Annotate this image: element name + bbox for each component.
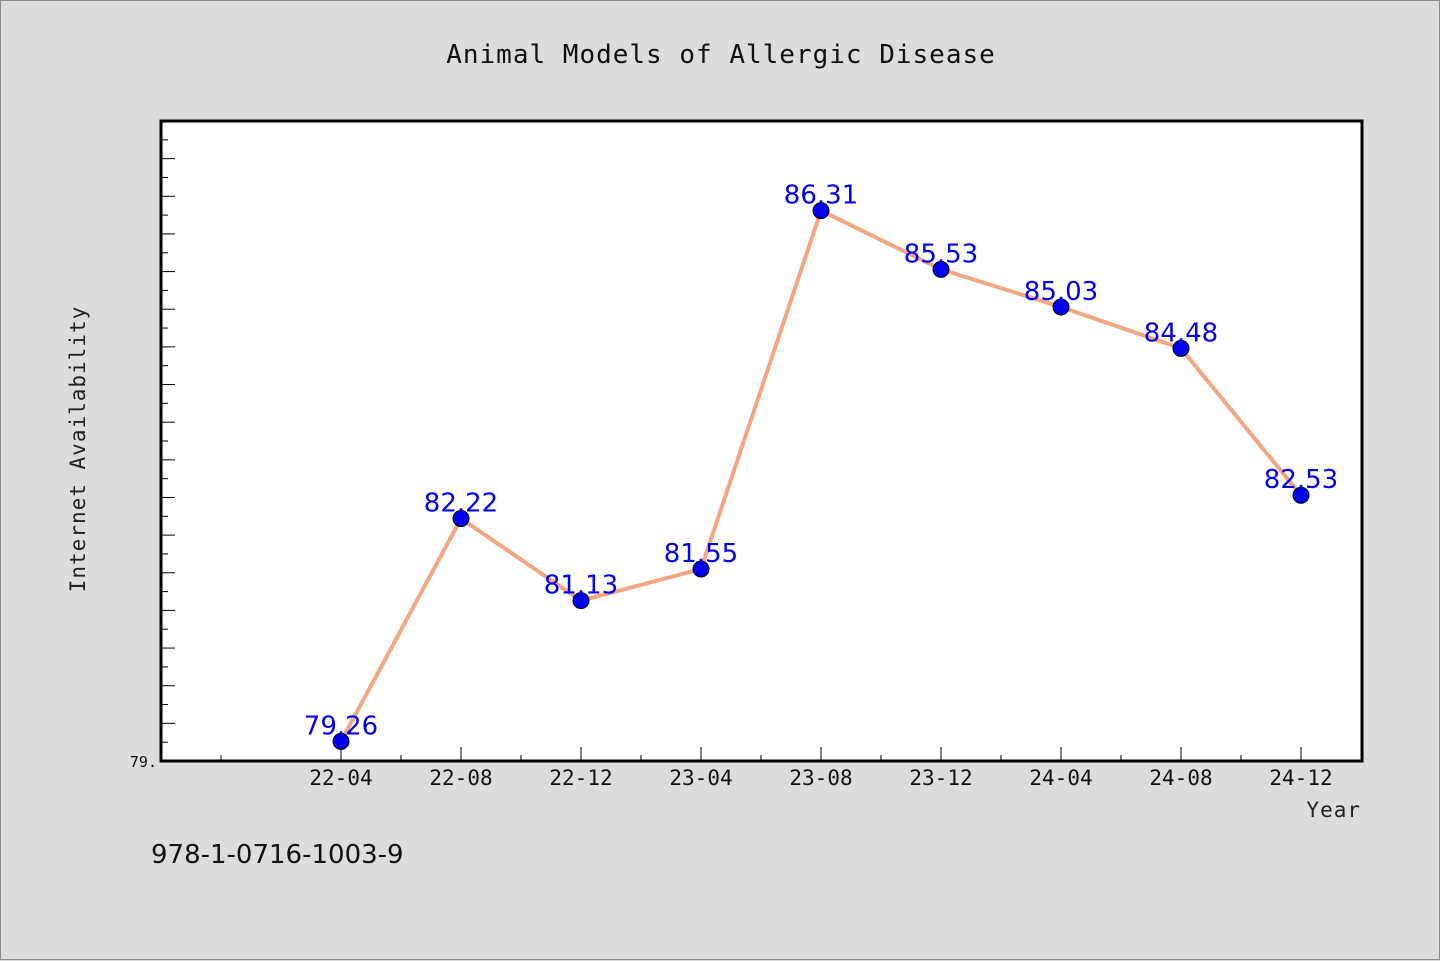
data-point: [572, 592, 590, 610]
chart-title: Animal Models of Allergic Disease: [446, 40, 996, 70]
data-label: 84.48: [1144, 318, 1218, 348]
data-label: 82.22: [424, 489, 498, 519]
y-axis-min-label: 79.: [130, 753, 157, 771]
data-point: [332, 732, 350, 750]
series-markers: [332, 202, 1310, 750]
data-point: [1292, 486, 1310, 504]
x-tick-label: 23-04: [669, 766, 732, 790]
data-label: 86.31: [784, 181, 858, 211]
data-point: [452, 510, 470, 528]
x-tick-label: 23-08: [789, 766, 852, 790]
x-tick-label: 23-12: [909, 766, 972, 790]
data-label: 81.13: [544, 571, 618, 601]
x-tick-label: 24-12: [1269, 766, 1332, 790]
data-label: 81.55: [664, 539, 738, 569]
data-point: [932, 260, 950, 278]
data-point: [1172, 339, 1190, 357]
x-tick-label: 24-08: [1149, 766, 1212, 790]
y-axis-label: Internet Availability: [66, 306, 90, 593]
x-tick-label: 24-04: [1029, 766, 1092, 790]
data-point: [692, 560, 710, 578]
data-point: [812, 202, 830, 220]
x-axis-label: Year: [1306, 798, 1361, 822]
data-label: 82.53: [1264, 465, 1338, 495]
x-axis-tick-labels: 22-04 22-08 22-12 23-04 23-08 23-12 24-04 24-08…: [309, 766, 1332, 790]
data-labels: 79.26 82.22 81.13 81.55 86.31 85.53 85.03 84.48…: [304, 181, 1338, 742]
x-tick-label: 22-04: [309, 766, 372, 790]
plot-area: [159, 119, 1364, 763]
x-tick-label: 22-08: [429, 766, 492, 790]
y-axis-ticks: [161, 139, 175, 743]
data-point: [1052, 298, 1070, 316]
isbn-footer: 978-1-0716-1003-9: [151, 840, 404, 870]
data-label: 85.03: [1024, 277, 1098, 307]
data-label: 85.53: [904, 239, 978, 269]
x-tick-label: 22-12: [549, 766, 612, 790]
x-axis-ticks: [220, 747, 1302, 761]
data-label: 79.26: [304, 711, 378, 741]
